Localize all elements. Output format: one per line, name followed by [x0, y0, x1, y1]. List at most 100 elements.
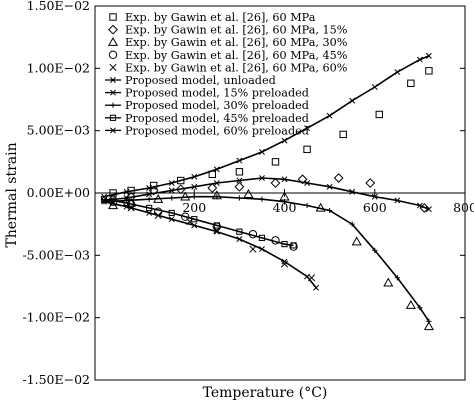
- model-point: [236, 195, 242, 201]
- legend-marker: [109, 114, 117, 121]
- data-point: [423, 321, 434, 331]
- legend-marker: [110, 102, 116, 108]
- model-point: [372, 247, 378, 253]
- model-point: [168, 180, 175, 186]
- axes-layer: 1.50E−02 1.00E−02 5.00E−03 0.00E+00 -5.00E−0…: [22, 0, 474, 387]
- model-point: [191, 194, 197, 200]
- model-point: [191, 183, 198, 190]
- series-layer: [100, 52, 434, 331]
- legend-label: Proposed model, 45% preloaded: [125, 112, 309, 125]
- legend-item-8: Proposed model, 30% preloaded: [105, 99, 309, 112]
- model-point: [259, 196, 265, 202]
- model-point: [349, 188, 356, 195]
- x-axis-title: Temperature (°C): [203, 385, 328, 401]
- model-line: [103, 198, 294, 247]
- model-point: [281, 241, 288, 248]
- model-point: [394, 275, 400, 281]
- y-tick-label: -5.00E−03: [22, 247, 90, 262]
- data-point: [235, 168, 244, 176]
- model-point: [146, 196, 152, 202]
- y-axis-title: Thermal strain: [4, 142, 20, 247]
- model-point: [394, 197, 401, 204]
- model-point: [290, 242, 297, 249]
- model-point: [168, 216, 175, 223]
- legend-marker: [107, 36, 119, 46]
- data-point: [243, 189, 254, 198]
- model-point: [236, 157, 243, 164]
- model-point: [123, 188, 130, 195]
- model-point: [236, 236, 243, 243]
- model-point: [191, 216, 198, 223]
- y-tick-label: -1.50E−02: [22, 372, 90, 387]
- y-tick-label: 1.50E−02: [27, 0, 90, 13]
- model-point: [258, 234, 266, 241]
- model-point: [304, 202, 310, 209]
- model-point: [304, 273, 311, 280]
- model-point: [416, 202, 423, 209]
- data-point: [270, 178, 281, 188]
- model-line: [103, 55, 430, 198]
- legend-item-7: Proposed model, 15% preloaded: [105, 87, 309, 100]
- x-tick-label: 200: [182, 200, 206, 215]
- model-point: [146, 191, 153, 198]
- model-point: [281, 137, 288, 144]
- model-point: [304, 125, 311, 132]
- legend-item-4: Exp. by Gawin et al. [26], 60 MPa, 45%: [108, 49, 348, 62]
- model-point: [169, 195, 175, 201]
- model-point: [425, 206, 432, 213]
- model-point: [236, 228, 243, 235]
- model-point: [101, 198, 107, 205]
- legend-label: Proposed model, unloaded: [125, 74, 276, 87]
- legend-marker: [109, 63, 117, 71]
- legend-item-3: Exp. by Gawin et al. [26], 60 MPa, 30%: [107, 36, 348, 49]
- data-point: [249, 245, 257, 253]
- data-point: [280, 260, 289, 268]
- data-point: [177, 176, 185, 185]
- legend-item-10: Proposed model, 60% preloaded: [105, 124, 309, 137]
- model-point: [213, 180, 220, 186]
- model-point: [258, 175, 265, 181]
- series-6: [101, 52, 432, 200]
- legend-label: Proposed model, 60% preloaded: [125, 124, 309, 137]
- legend-marker: [110, 89, 116, 96]
- data-point: [297, 174, 308, 185]
- legend-item-6: Proposed model, unloaded: [105, 74, 276, 87]
- x-tick-label: 400: [273, 200, 297, 215]
- model-point: [214, 194, 220, 200]
- model-point: [213, 228, 220, 235]
- model-point: [236, 177, 243, 184]
- model-line: [103, 195, 430, 322]
- y-tick-label: 0.00E+00: [27, 185, 90, 200]
- legend-item-5: Exp. by Gawin et al. [26], 60 MPa, 60%: [109, 61, 348, 74]
- model-point: [168, 187, 175, 194]
- model-point: [349, 97, 356, 104]
- model-point: [304, 180, 311, 186]
- data-point: [303, 145, 311, 154]
- model-point: [191, 173, 198, 180]
- model-point: [281, 258, 288, 265]
- legend-marker: [109, 13, 117, 21]
- data-point: [365, 178, 376, 188]
- data-point: [351, 236, 362, 246]
- model-point: [281, 199, 288, 205]
- data-point: [271, 158, 280, 166]
- legend-label: Exp. by Gawin et al. [26], 60 MPa, 15%: [125, 24, 348, 37]
- y-tick-label: 5.00E−03: [27, 123, 90, 138]
- legend-marker: [108, 50, 118, 59]
- legend-marker: [110, 127, 116, 134]
- data-point: [383, 277, 394, 287]
- model-point: [123, 203, 130, 210]
- model-point: [425, 52, 432, 59]
- model-point: [426, 318, 432, 325]
- data-point: [180, 191, 191, 201]
- model-point: [371, 193, 378, 200]
- x-tick-label: 800: [453, 200, 474, 215]
- data-point: [375, 110, 383, 119]
- model-point: [417, 305, 423, 311]
- data-point: [234, 181, 245, 192]
- legend-item-9: Proposed model, 45% preloaded: [105, 112, 309, 125]
- data-point: [109, 189, 117, 197]
- data-point: [425, 67, 433, 75]
